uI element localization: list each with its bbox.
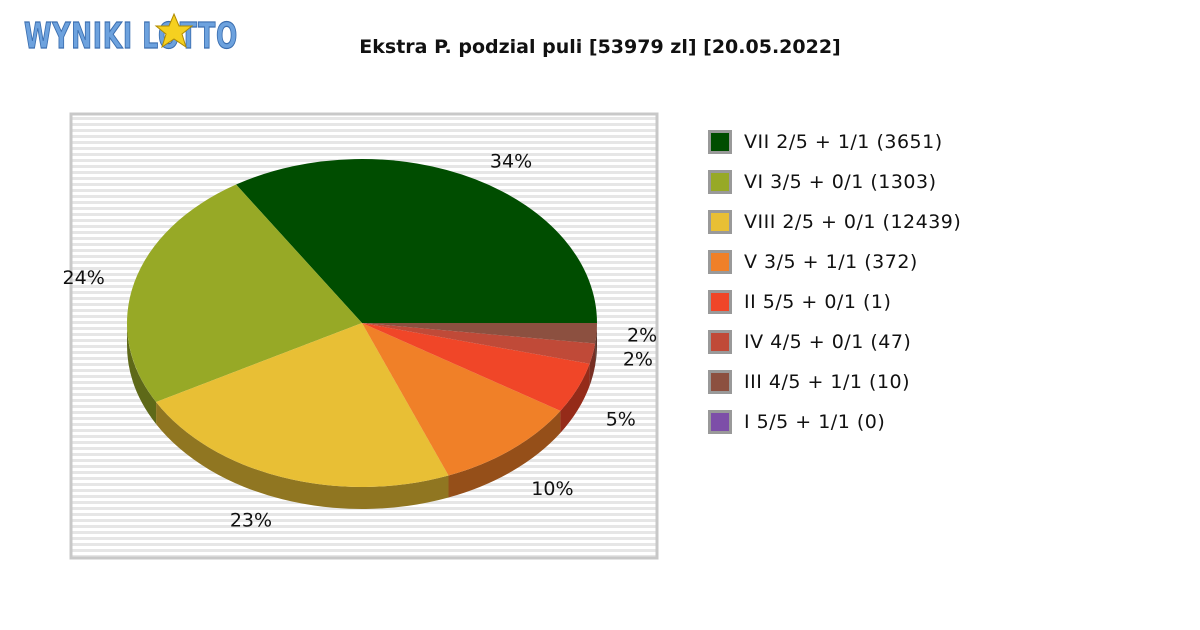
legend-item: VIII 2/5 + 0/1 (12439) <box>708 202 961 242</box>
pie-slice-side-2 <box>156 402 449 509</box>
star-icon <box>154 12 194 49</box>
legend-swatch <box>708 330 732 354</box>
pie-slice-6 <box>362 323 597 344</box>
legend-label: I 5/5 + 1/1 (0) <box>744 411 886 433</box>
pie-labels: 34% 24% 23% 10% 5% 2%2% <box>63 151 658 532</box>
legend-label: VII 2/5 + 1/1 (3651) <box>744 131 943 153</box>
pie-slice-side-6 <box>595 323 597 366</box>
legend-swatch <box>708 130 732 154</box>
wyniki-lotto-logo: WYNIKI LOTTO <box>23 12 238 58</box>
pie-slice-0 <box>236 159 598 323</box>
logo-text: WYNIKI LOTTO <box>24 16 238 57</box>
pie-slice-4 <box>362 323 590 411</box>
legend-item: I 5/5 + 1/1 (0) <box>708 402 961 442</box>
pie-slice-side-3 <box>448 410 561 498</box>
legend-item: VI 3/5 + 0/1 (1303) <box>708 162 961 202</box>
legend-swatch <box>708 370 732 394</box>
pie-slice-3 <box>362 323 561 476</box>
pie-slice-side-4 <box>560 363 590 433</box>
pie-label-0: 34% <box>490 151 532 173</box>
pie-depth <box>127 323 597 509</box>
pie-label-2: 23% <box>230 509 272 531</box>
pie-slice-side-1 <box>127 323 157 425</box>
legend-label: VI 3/5 + 0/1 (1303) <box>744 171 937 193</box>
pie-slices <box>126 159 598 487</box>
legend-item: VII 2/5 + 1/1 (3651) <box>708 122 961 162</box>
pie-label-3: 10% <box>531 478 573 500</box>
legend-label: VIII 2/5 + 0/1 (12439) <box>744 211 962 233</box>
pie-slice-side-5 <box>589 343 596 386</box>
legend-label: IV 4/5 + 0/1 (47) <box>744 331 912 353</box>
legend-swatch <box>708 290 732 314</box>
legend-item: III 4/5 + 1/1 (10) <box>708 362 961 402</box>
pie-slice-2 <box>156 323 449 487</box>
legend-swatch <box>708 210 732 234</box>
pie-label-6: 2% <box>627 325 657 347</box>
legend-swatch <box>708 170 732 194</box>
legend: VII 2/5 + 1/1 (3651) VI 3/5 + 0/1 (1303) V… <box>708 122 961 442</box>
legend-label: II 5/5 + 0/1 (1) <box>744 291 892 313</box>
legend-label: III 4/5 + 1/1 (10) <box>744 371 911 393</box>
legend-swatch <box>708 410 732 434</box>
legend-item: II 5/5 + 0/1 (1) <box>708 282 961 322</box>
legend-swatch <box>708 250 732 274</box>
legend-label: V 3/5 + 1/1 (372) <box>744 251 918 273</box>
pie-label-1: 24% <box>63 267 105 289</box>
pie-slice-1 <box>126 184 362 403</box>
pie-label-5: 2% <box>623 349 653 371</box>
pie-slice-5 <box>362 323 596 364</box>
chart-title: Ekstra P. podzial puli [53979 zl] [20.05… <box>359 36 841 58</box>
pie-label-4: 5% <box>606 409 636 431</box>
legend-item: IV 4/5 + 0/1 (47) <box>708 322 961 362</box>
legend-item: V 3/5 + 1/1 (372) <box>708 242 961 282</box>
